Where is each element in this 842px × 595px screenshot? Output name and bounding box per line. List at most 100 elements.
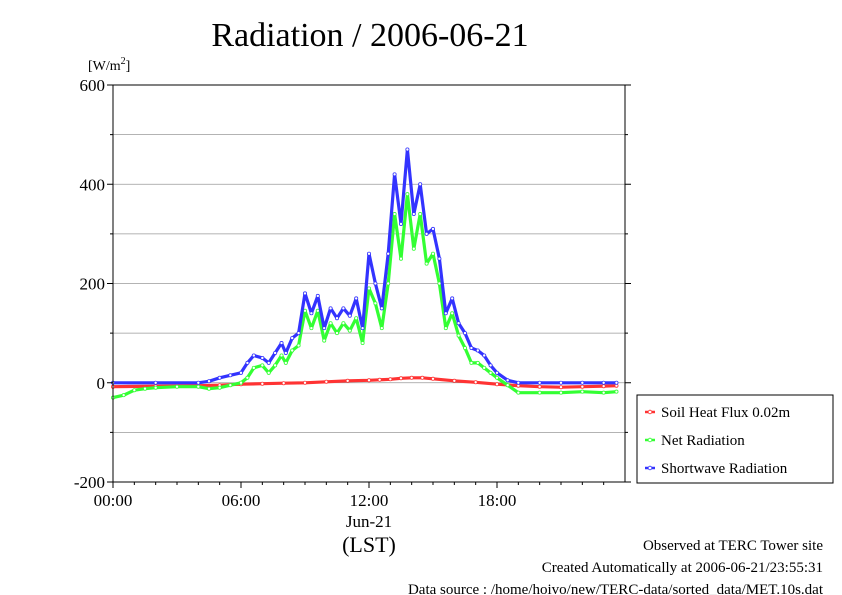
footer-source: Data source : /home/hoivo/new/TERC-data/… [408,582,824,595]
data-point [366,286,371,291]
legend-marker [647,437,653,443]
data-point [228,373,233,378]
y-tick-label: 200 [80,275,106,294]
y-tick-label: 400 [80,175,106,194]
data-point [309,311,314,316]
data-point [228,383,233,388]
data-point [366,251,371,256]
data-point [217,385,222,390]
data-point [505,378,510,383]
data-point [398,221,403,226]
data-point [302,291,307,296]
y-tick-label: 600 [80,76,106,95]
data-point [315,293,320,298]
data-point [473,380,478,385]
series-line-soil-heat-flux-0-02m [111,376,619,389]
data-point [354,316,359,321]
legend-marker [647,465,653,471]
data-point [488,370,493,375]
data-point [132,388,137,393]
data-point [341,321,346,326]
legend-label: Shortwave Radiation [661,461,788,477]
data-point [386,251,391,256]
series-line-net-radiation [111,192,619,400]
series-layer [111,147,619,400]
data-point [324,379,329,384]
data-point [388,377,393,382]
data-point [206,379,211,384]
legend-marker [647,409,653,415]
data-point [360,326,365,331]
data-point [475,348,480,353]
data-point [601,390,606,395]
data-point [121,393,126,398]
data-point [245,375,250,380]
data-point [341,306,346,311]
data-point [373,301,378,306]
data-point [559,385,564,390]
legend: Soil Heat Flux 0.02m Net Radiation Shortwa… [636,394,834,484]
data-point [437,281,442,286]
data-point [354,296,359,301]
data-point [418,182,423,187]
data-point [251,353,256,358]
data-point [309,326,314,331]
data-point [281,381,286,386]
data-point [537,380,542,385]
data-point [360,341,365,346]
data-point [580,389,585,394]
data-point [334,331,339,336]
data-point [283,350,288,355]
data-point [245,360,250,365]
x-tick-label: 18:00 [478,491,517,510]
data-point [462,346,467,351]
data-point [196,380,201,385]
data-point [450,296,455,301]
y-tick-label: -200 [74,473,105,492]
data-point [601,380,606,385]
x-axis-date-label: Jun-21 [346,512,392,531]
data-point [411,246,416,251]
data-point [379,326,384,331]
y-tick-label: 0 [97,374,106,393]
axes: -200 0 200 400 600 00:00 06:00 12:00 18:00 [74,76,631,510]
data-point [238,380,243,385]
data-point [418,212,423,217]
data-point [559,380,564,385]
legend-label: Net Radiation [661,433,745,449]
data-point [494,382,499,387]
data-point [322,326,327,331]
data-point [296,331,301,336]
x-tick-label: 06:00 [222,491,261,510]
data-point [174,384,179,389]
data-point [296,343,301,348]
data-point [392,212,397,217]
data-point [505,383,510,388]
data-point [424,231,429,236]
data-point [392,172,397,177]
data-point [580,380,585,385]
data-point [482,365,487,370]
data-point [405,147,410,152]
data-point [273,363,278,368]
chart-title: Radiation / 2006-06-21 [211,17,528,54]
data-point [516,380,521,385]
data-point [482,353,487,358]
data-point [430,251,435,256]
data-point [290,348,295,353]
data-point [494,370,499,375]
x-tick-label: 00:00 [94,491,133,510]
data-point [260,355,265,360]
data-point [142,386,147,391]
data-point [279,353,284,358]
data-point [347,313,352,318]
data-point [456,333,461,338]
legend-label: Soil Heat Flux 0.02m [661,405,791,421]
data-point [462,331,467,336]
data-point [217,375,222,380]
data-point [420,375,425,380]
data-point [322,338,327,343]
data-point [443,326,448,331]
data-point [153,380,158,385]
